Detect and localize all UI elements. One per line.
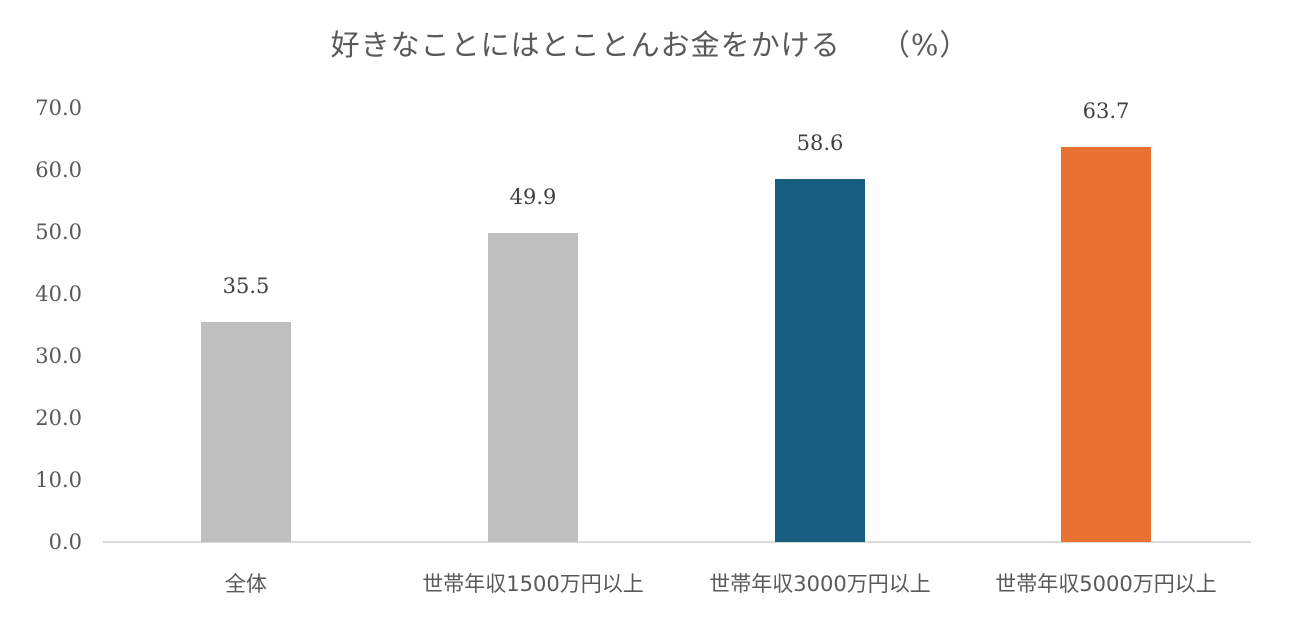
y-tick-label: 10.0	[35, 468, 82, 492]
bar	[775, 178, 865, 542]
bar	[201, 321, 291, 542]
y-tick-label: 70.0	[35, 96, 82, 120]
data-label: 58.6	[796, 130, 844, 155]
data-label: 35.5	[222, 273, 270, 298]
bar	[488, 232, 578, 542]
x-category-label: 世帯年収5000万円以上	[995, 572, 1217, 596]
x-category-label: 世帯年収3000万円以上	[709, 572, 931, 596]
bar	[1061, 147, 1151, 542]
y-tick-label: 30.0	[35, 344, 82, 368]
x-category-label: 全体	[225, 572, 267, 596]
x-axis-line	[103, 541, 1251, 543]
data-label: 63.7	[1082, 99, 1130, 124]
chart-title: 好きなことにはとことんお金をかける （%）	[330, 28, 970, 62]
y-tick-label: 60.0	[35, 158, 82, 182]
y-tick-label: 0.0	[48, 530, 82, 554]
y-tick-label: 50.0	[35, 220, 82, 244]
y-tick-label: 20.0	[35, 406, 82, 430]
data-label: 49.9	[509, 184, 557, 209]
x-category-label: 世帯年収1500万円以上	[422, 572, 644, 596]
y-tick-label: 40.0	[35, 282, 82, 306]
